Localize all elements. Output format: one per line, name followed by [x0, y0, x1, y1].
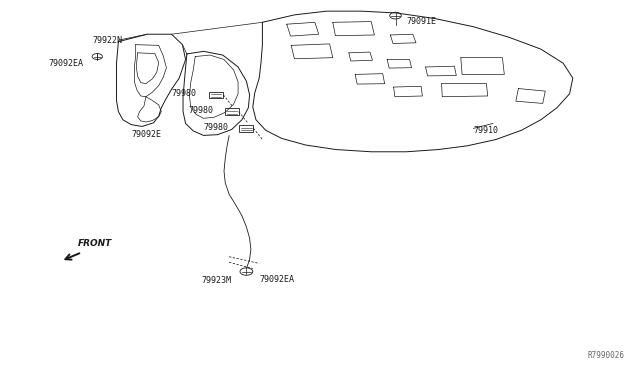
Text: 79980: 79980 [189, 106, 214, 115]
Bar [239, 125, 253, 132]
Text: 79922N: 79922N [93, 36, 123, 45]
Text: 79980: 79980 [204, 123, 228, 132]
Text: 79980: 79980 [172, 89, 196, 98]
Text: 79091E: 79091E [406, 17, 436, 26]
Text: 79092EA: 79092EA [48, 60, 83, 68]
Bar [209, 92, 223, 98]
Text: 79910: 79910 [474, 126, 499, 135]
Text: 79923M: 79923M [202, 276, 232, 285]
Text: 79092EA: 79092EA [259, 275, 294, 284]
Text: R7990026: R7990026 [587, 351, 624, 360]
Text: 79092E: 79092E [131, 130, 161, 139]
Bar [225, 108, 239, 115]
Text: FRONT: FRONT [78, 240, 113, 248]
